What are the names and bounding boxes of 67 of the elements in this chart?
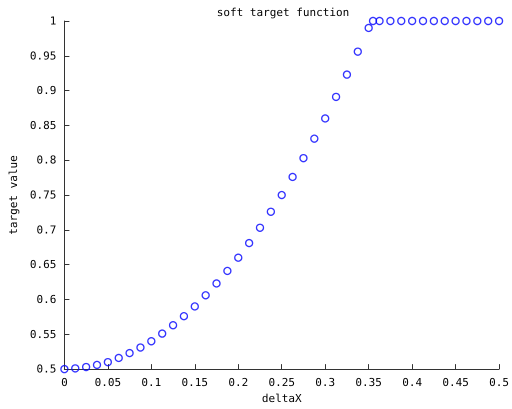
point <box>125 348 134 358</box>
point <box>136 343 145 352</box>
point <box>168 321 178 330</box>
y-tick-label: 0.5 <box>36 362 56 376</box>
point <box>288 172 297 182</box>
point <box>82 362 90 372</box>
x-tick-label: 0.15 <box>182 376 208 390</box>
point <box>332 92 340 102</box>
x-tick-label: 0.4 <box>402 376 422 390</box>
x-tick-label: 0.2 <box>228 376 248 390</box>
point <box>451 16 460 26</box>
x-tick-label: 0.25 <box>268 376 295 390</box>
x-tick-label: 0.45 <box>442 376 469 390</box>
point <box>299 154 308 162</box>
y-tick-label: 0.6 <box>36 292 56 306</box>
point <box>223 266 232 276</box>
y-tick-label: 0.7 <box>36 223 56 236</box>
point <box>473 16 482 26</box>
point <box>440 16 449 26</box>
point <box>484 16 492 26</box>
point <box>462 16 471 26</box>
x-tick-label: 0 <box>61 376 68 390</box>
point <box>278 190 286 200</box>
x-tick-label: 0.05 <box>94 376 122 390</box>
y-tick-label: 0.8 <box>36 154 56 167</box>
point <box>92 360 102 370</box>
point <box>364 24 373 32</box>
point <box>114 354 123 362</box>
y-tick-label: 0.55 <box>30 328 56 341</box>
point <box>354 47 362 56</box>
point <box>375 16 384 26</box>
point <box>244 238 254 248</box>
point <box>494 16 504 26</box>
point <box>158 329 166 338</box>
x-axis-title: deltaX <box>262 392 302 405</box>
point <box>234 254 242 262</box>
point <box>310 134 318 143</box>
y-tick-label: 1 <box>50 14 56 28</box>
point <box>256 224 264 232</box>
point <box>71 364 80 373</box>
point <box>368 16 378 26</box>
point <box>397 16 406 26</box>
point <box>430 16 438 26</box>
y-tick-label: 0.9 <box>36 84 56 98</box>
point <box>408 16 416 26</box>
point <box>104 358 112 366</box>
point <box>386 16 395 26</box>
point <box>342 70 352 79</box>
x-tick-label: 0.1 <box>141 376 162 390</box>
point <box>180 312 188 320</box>
y-tick-label: 0.85 <box>30 118 56 132</box>
point <box>202 291 210 300</box>
point <box>266 208 276 216</box>
point <box>321 114 330 123</box>
y-tick-label: 0.75 <box>30 188 56 202</box>
y-tick-label: 0.65 <box>30 258 56 272</box>
y-tick-label: 0.95 <box>30 49 56 62</box>
point <box>190 302 199 311</box>
point <box>212 279 221 288</box>
chart-title: soft target function <box>216 6 350 19</box>
x-tick-label: 0.3 <box>315 376 336 390</box>
point <box>418 16 428 26</box>
x-tick-label: 0.35 <box>355 376 382 390</box>
y-axis-title: target value <box>7 155 20 235</box>
point <box>60 364 69 374</box>
x-tick-label: 0.5 <box>489 376 510 390</box>
point <box>147 337 156 346</box>
